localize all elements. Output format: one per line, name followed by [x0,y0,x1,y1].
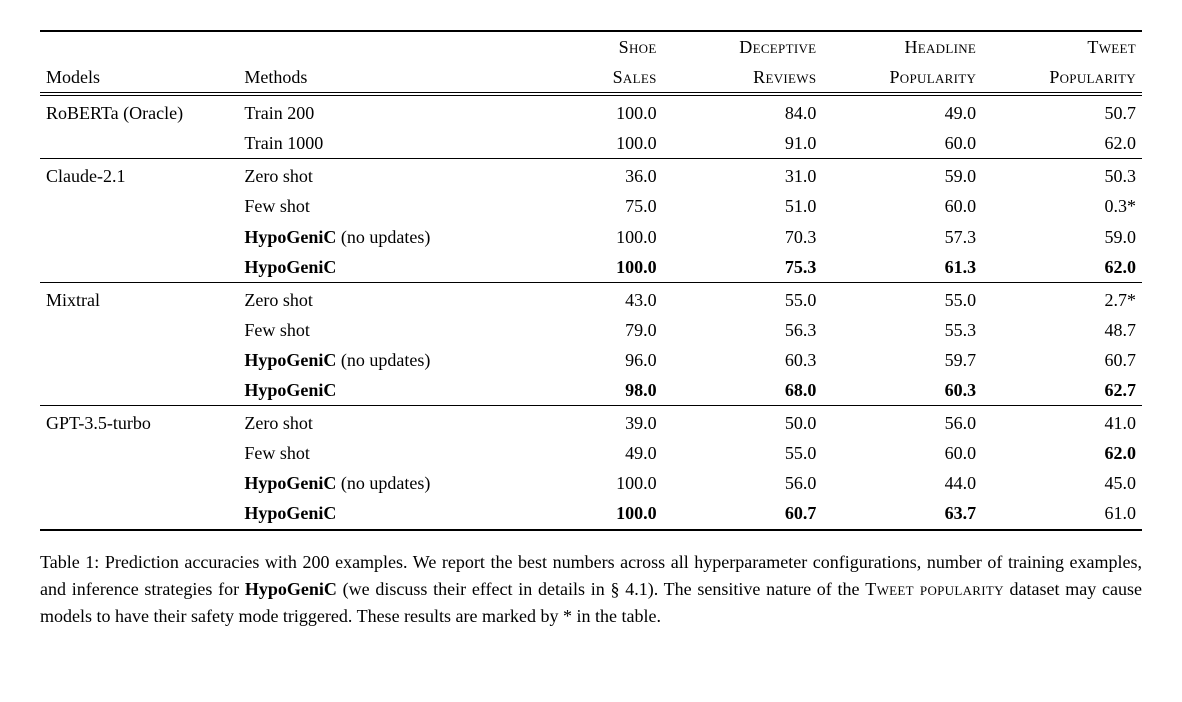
value-cell: 100.0 [503,468,663,498]
value-cell: 56.3 [663,315,823,345]
value-cell: 36.0 [503,159,663,192]
model-name [40,222,238,252]
model-name: RoBERTa (Oracle) [40,96,238,128]
value-cell: 55.0 [663,282,823,315]
value-cell: 60.0 [822,191,982,221]
col-header: Reviews [663,62,823,92]
value-cell: 60.7 [982,345,1142,375]
method-name: HypoGeniC [238,375,502,406]
method-name: Zero shot [238,406,502,439]
value-cell: 59.0 [822,159,982,192]
value-cell: 49.0 [822,96,982,128]
value-cell: 96.0 [503,345,663,375]
value-cell: 57.3 [822,222,982,252]
value-cell: 0.3* [982,191,1142,221]
value-cell: 75.3 [663,252,823,283]
col-header: Tweet [982,31,1142,62]
value-cell: 98.0 [503,375,663,406]
value-cell: 48.7 [982,315,1142,345]
method-name: Train 1000 [238,128,502,159]
method-name: HypoGeniC (no updates) [238,468,502,498]
value-cell: 60.7 [663,498,823,529]
value-cell: 79.0 [503,315,663,345]
col-header: Methods [238,62,502,92]
value-cell: 55.0 [822,282,982,315]
col-header: Popularity [822,62,982,92]
value-cell: 55.3 [822,315,982,345]
table-caption: Table 1: Prediction accuracies with 200 … [40,549,1142,630]
value-cell: 50.0 [663,406,823,439]
caption-text: (we discuss their effect in details in §… [337,579,865,599]
value-cell: 59.7 [822,345,982,375]
value-cell: 68.0 [663,375,823,406]
value-cell: 63.7 [822,498,982,529]
col-header: Sales [503,62,663,92]
value-cell: 84.0 [663,96,823,128]
value-cell: 100.0 [503,222,663,252]
method-name: HypoGeniC (no updates) [238,345,502,375]
value-cell: 100.0 [503,128,663,159]
method-name: Few shot [238,191,502,221]
col-header: Models [40,62,238,92]
value-cell: 49.0 [503,438,663,468]
value-cell: 44.0 [822,468,982,498]
value-cell: 50.3 [982,159,1142,192]
value-cell: 45.0 [982,468,1142,498]
value-cell: 56.0 [663,468,823,498]
caption-smallcaps: Tweet popularity [865,579,1004,599]
model-name: Claude-2.1 [40,159,238,192]
value-cell: 61.0 [982,498,1142,529]
value-cell: 100.0 [503,252,663,283]
model-name [40,345,238,375]
col-header: Deceptive [663,31,823,62]
value-cell: 62.0 [982,438,1142,468]
value-cell: 62.0 [982,252,1142,283]
value-cell: 62.0 [982,128,1142,159]
value-cell: 60.3 [822,375,982,406]
model-name [40,438,238,468]
method-name: HypoGeniC [238,252,502,283]
value-cell: 60.3 [663,345,823,375]
results-table: ShoeDeceptiveHeadlineTweet ModelsMethodsS… [40,30,1142,531]
value-cell: 31.0 [663,159,823,192]
caption-bold: HypoGeniC [245,579,337,599]
model-name [40,128,238,159]
value-cell: 39.0 [503,406,663,439]
value-cell: 91.0 [663,128,823,159]
value-cell: 100.0 [503,498,663,529]
method-name: HypoGeniC [238,498,502,529]
value-cell: 62.7 [982,375,1142,406]
value-cell: 50.7 [982,96,1142,128]
col-header: Headline [822,31,982,62]
value-cell: 75.0 [503,191,663,221]
value-cell: 61.3 [822,252,982,283]
value-cell: 60.0 [822,128,982,159]
model-name [40,191,238,221]
model-name [40,498,238,529]
value-cell: 2.7* [982,282,1142,315]
value-cell: 60.0 [822,438,982,468]
method-name: Train 200 [238,96,502,128]
method-name: Zero shot [238,282,502,315]
model-name [40,468,238,498]
col-header: Popularity [982,62,1142,92]
model-name [40,375,238,406]
method-name: Zero shot [238,159,502,192]
method-name: Few shot [238,315,502,345]
value-cell: 55.0 [663,438,823,468]
value-cell: 56.0 [822,406,982,439]
model-name [40,252,238,283]
method-name: HypoGeniC (no updates) [238,222,502,252]
method-name: Few shot [238,438,502,468]
value-cell: 100.0 [503,96,663,128]
model-name: Mixtral [40,282,238,315]
col-header: Shoe [503,31,663,62]
value-cell: 43.0 [503,282,663,315]
value-cell: 59.0 [982,222,1142,252]
value-cell: 51.0 [663,191,823,221]
value-cell: 41.0 [982,406,1142,439]
value-cell: 70.3 [663,222,823,252]
model-name [40,315,238,345]
model-name: GPT-3.5-turbo [40,406,238,439]
